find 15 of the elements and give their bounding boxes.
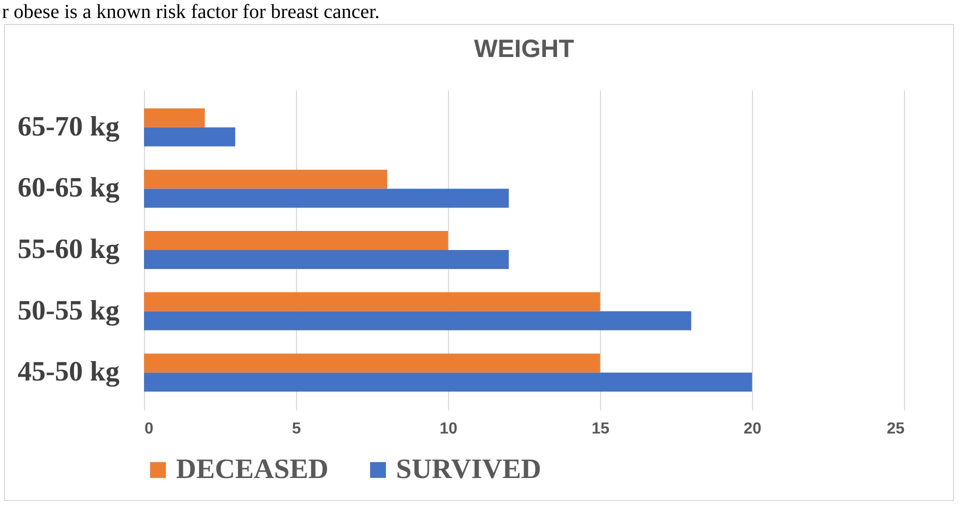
legend-label: DECEASED (176, 454, 328, 485)
y-tick-label: 65-70 kg (18, 111, 120, 142)
x-tick-label: 10 (440, 420, 458, 438)
y-tick-label: 60-65 kg (18, 172, 120, 204)
x-tick-label: 0 (144, 420, 154, 438)
y-tick-label: 55-60 kg (18, 234, 120, 265)
chart-title: WEIGHT (474, 35, 574, 63)
x-tick-label: 25 (886, 420, 905, 438)
y-tick-label: 45-50 kg (18, 356, 120, 388)
text: r obese is a known risk factor for breast cancer. (1, 0, 381, 24)
x-tick-label: 5 (292, 420, 302, 438)
x-tick-label: 15 (592, 420, 610, 438)
y-tick-label: 50-55 kg (18, 295, 120, 326)
legend-label: SURVIVED (396, 454, 542, 485)
x-tick-label: 20 (744, 420, 762, 438)
